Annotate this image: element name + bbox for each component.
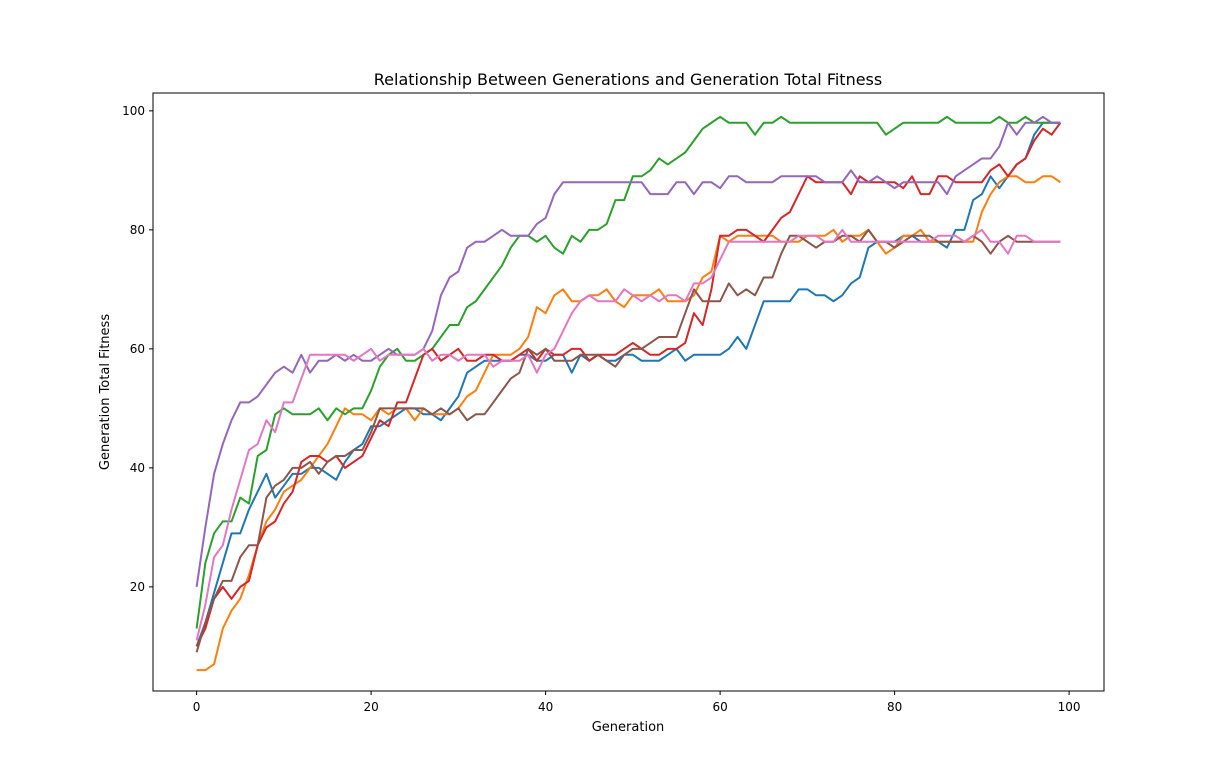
y-tick-label: 60 xyxy=(130,342,145,356)
y-tick-label: 80 xyxy=(130,223,145,237)
series-line-4 xyxy=(195,122,1062,647)
y-axis-label: Generation Total Fitness xyxy=(98,314,113,470)
ticks-layer: 0 20 40 60 80 100 20 40 60 80 100 xyxy=(122,104,1080,714)
x-tick-label: 0 xyxy=(193,700,201,714)
y-tick-label: 20 xyxy=(130,580,145,594)
series-line-1 xyxy=(195,121,1061,647)
plot-frame xyxy=(152,92,1105,692)
x-tick-label: 40 xyxy=(538,700,553,714)
x-tick-label: 100 xyxy=(1058,700,1081,714)
y-tick-label: 40 xyxy=(130,461,145,475)
x-axis-label: Generation xyxy=(592,720,665,735)
series-line-3 xyxy=(195,115,1061,629)
x-tick-label: 60 xyxy=(712,700,727,714)
series-line-5 xyxy=(195,115,1061,588)
series-layer xyxy=(195,115,1062,672)
x-tick-label: 20 xyxy=(363,700,378,714)
chart-title: Relationship Between Generations and Gen… xyxy=(374,70,882,89)
series-line-7 xyxy=(195,228,1061,641)
series-line-6 xyxy=(195,228,1061,653)
y-tick-label: 100 xyxy=(122,104,145,118)
x-tick-label: 80 xyxy=(887,700,902,714)
series-line-2 xyxy=(196,175,1061,672)
